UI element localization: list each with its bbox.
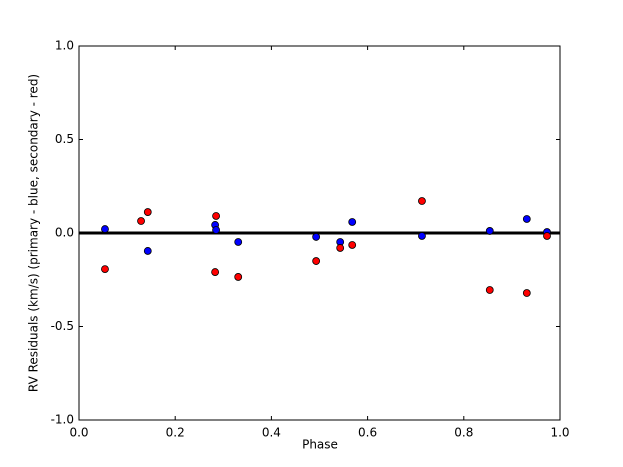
x-tick-label: 0.0 xyxy=(69,426,88,440)
y-axis-label: RV Residuals (km/s) (primary - blue, sec… xyxy=(27,74,41,392)
point xyxy=(312,257,321,265)
point xyxy=(234,238,243,246)
point xyxy=(543,232,551,240)
y-tick-label: 0.0 xyxy=(55,226,74,240)
x-tick-label: 0.2 xyxy=(166,426,185,440)
point xyxy=(137,217,145,225)
point xyxy=(143,208,152,216)
x-tick-label: 0.8 xyxy=(454,426,473,440)
point xyxy=(143,247,152,255)
y-tick-label: -0.5 xyxy=(51,319,74,333)
y-tick-label: -1.0 xyxy=(51,413,74,427)
point xyxy=(336,244,345,252)
x-tick-label: 1.0 xyxy=(550,426,569,440)
point xyxy=(485,227,494,235)
y-tick-label: 0.5 xyxy=(55,132,74,146)
point xyxy=(348,241,357,249)
point xyxy=(522,289,531,297)
point xyxy=(101,225,109,233)
y-tick-label: 1.0 xyxy=(55,39,74,53)
plot-frame xyxy=(78,45,561,421)
point xyxy=(522,215,531,223)
point xyxy=(101,265,109,273)
point xyxy=(312,233,321,241)
point xyxy=(485,286,494,294)
x-axis-label: Phase xyxy=(302,438,338,452)
point xyxy=(348,218,357,226)
point xyxy=(418,232,426,240)
point xyxy=(234,273,243,281)
x-tick-label: 0.4 xyxy=(262,426,281,440)
x-tick-label: 0.6 xyxy=(358,426,377,440)
point xyxy=(418,197,426,205)
point xyxy=(212,212,220,220)
point xyxy=(211,268,220,276)
point xyxy=(212,226,220,234)
